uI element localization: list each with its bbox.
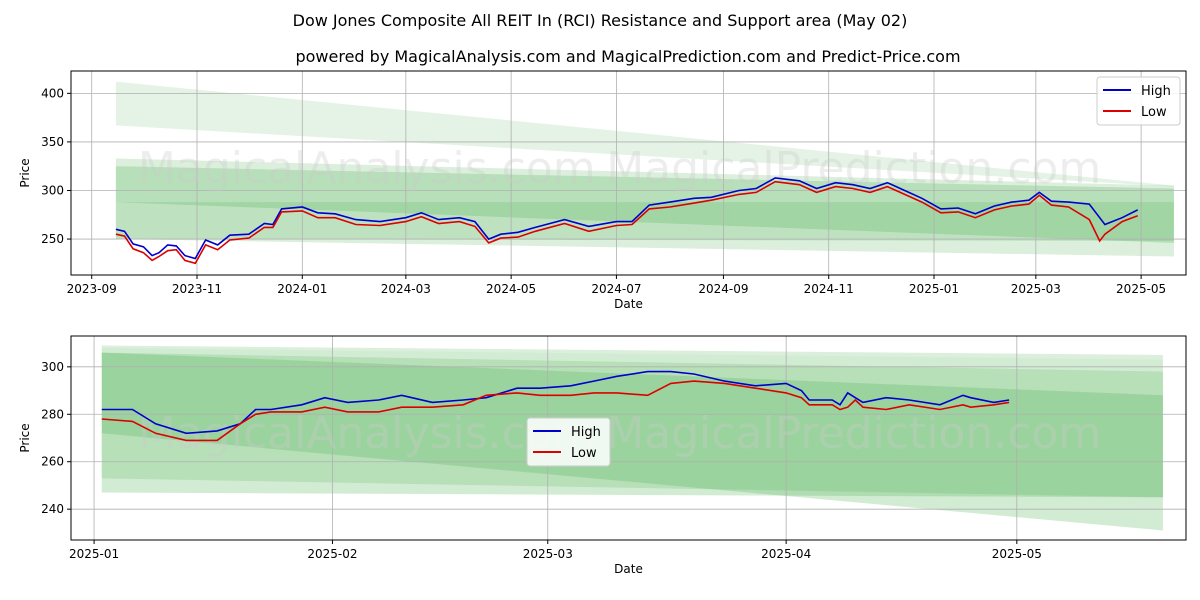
x-tick-label: 2025-05 [992, 547, 1042, 561]
plot-frame [70, 70, 1187, 276]
y-tick-label: 300 [41, 360, 64, 374]
top-chart: MagicalAnalysis.com MagicalPrediction.com… [18, 70, 1187, 311]
series-line-low [101, 380, 1010, 442]
y-tick-label: 400 [41, 86, 64, 100]
support-band-2 [101, 352, 1163, 531]
x-tick-label: 2024-09 [698, 282, 748, 296]
x-tick-label: 2025-04 [761, 547, 811, 561]
watermark-text: MagicalPrediction.com [606, 408, 1101, 459]
support-band-1 [115, 158, 1174, 241]
x-tick-label: 2025-03 [523, 547, 573, 561]
plot-area: MagicalAnalysis.com MagicalPrediction.com [71, 71, 1186, 275]
chart-title: Dow Jones Composite All REIT In (RCI) Re… [293, 11, 908, 30]
x-tick-label: 2024-01 [277, 282, 327, 296]
x-tick-label: 2023-09 [67, 282, 117, 296]
y-tick-label: 300 [41, 183, 64, 197]
watermark-text: MagicalAnalysis.com [138, 143, 596, 194]
x-axis-title: Date [614, 562, 643, 576]
legend-label-high: High [571, 425, 601, 440]
x-tick-label: 2025-01 [69, 547, 119, 561]
watermark-text: MagicalPrediction.com [606, 143, 1101, 194]
legend: High Low [1096, 76, 1181, 126]
series-line-high [101, 370, 1010, 435]
y-tick-label: 240 [41, 502, 64, 516]
plot-frame [70, 335, 1187, 541]
plot-area: MagicalAnalysis.com MagicalPrediction.com [71, 336, 1186, 540]
series-line-high [115, 177, 1139, 260]
y-axis-title: Price [18, 158, 32, 187]
watermark-text: MagicalAnalysis.com [138, 408, 596, 459]
x-tick-label: 2025-05 [1116, 282, 1166, 296]
support-band-0 [115, 81, 1174, 187]
chart-subtitle: powered by MagicalAnalysis.com and Magic… [295, 47, 960, 66]
x-axis-title: Date [614, 297, 643, 311]
y-tick-label: 250 [41, 232, 64, 246]
x-tick-label: 2025-01 [909, 282, 959, 296]
y-tick-label: 260 [41, 455, 64, 469]
y-tick-label: 350 [41, 135, 64, 149]
bottom-chart: MagicalAnalysis.com MagicalPrediction.com… [18, 335, 1187, 576]
support-band-2 [115, 166, 1174, 243]
series-line-low [115, 180, 1138, 265]
x-tick-label: 2024-07 [591, 282, 641, 296]
x-tick-label: 2024-03 [381, 282, 431, 296]
support-band-3 [101, 352, 1163, 498]
legend-label-high: High [1141, 84, 1171, 99]
legend-label-low: Low [571, 446, 597, 461]
x-tick-label: 2024-05 [486, 282, 536, 296]
y-axis-title: Price [18, 423, 32, 452]
x-tick-label: 2025-03 [1011, 282, 1061, 296]
x-tick-label: 2024-11 [804, 282, 854, 296]
y-tick-label: 280 [41, 407, 64, 421]
support-band-0 [101, 345, 1163, 360]
legend: High Low [526, 417, 611, 467]
support-band-1 [101, 347, 1163, 498]
support-band-3 [115, 202, 1174, 257]
x-tick-label: 2023-11 [172, 282, 222, 296]
legend-label-low: Low [1141, 105, 1167, 120]
x-tick-label: 2025-02 [307, 547, 357, 561]
